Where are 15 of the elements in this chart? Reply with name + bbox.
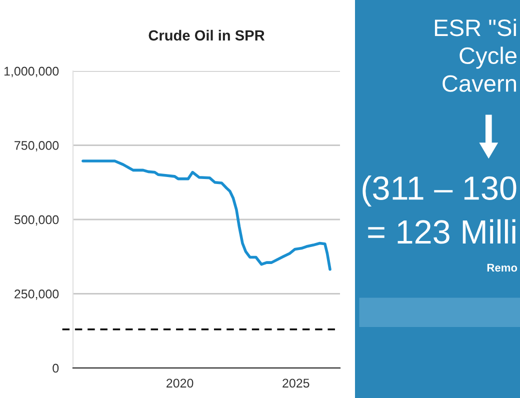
text: (311 – 130 xyxy=(362,176,516,207)
x-tick-label: 2025 xyxy=(282,378,310,388)
text: Remo xyxy=(487,264,518,272)
y-tick-label: 500,000 xyxy=(14,215,59,226)
y-tick-label: 0 xyxy=(52,364,59,373)
text: Cycle xyxy=(460,46,516,69)
x-tick-label: 2020 xyxy=(166,378,194,388)
text: = 123 Milli xyxy=(368,219,516,244)
y-tick-label: 750,000 xyxy=(14,141,59,152)
text: Cavern xyxy=(442,75,516,92)
chart-title: Crude Oil in SPR xyxy=(148,30,265,41)
y-tick-label: 1,000,000 xyxy=(4,66,59,78)
y-tick-label: 250,000 xyxy=(14,290,59,300)
text: ESR "Si xyxy=(434,18,516,36)
line-series xyxy=(82,160,332,271)
